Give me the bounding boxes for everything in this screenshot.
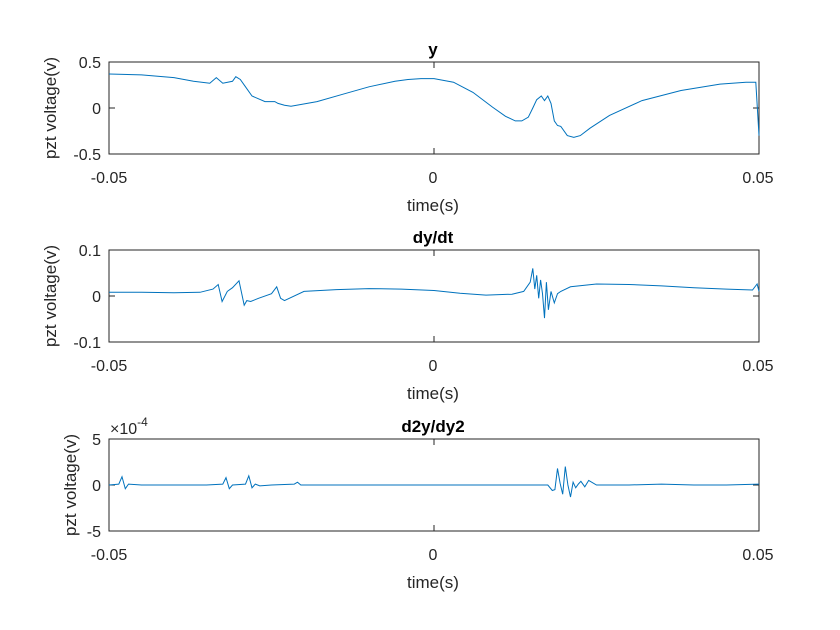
y-ticks	[109, 249, 759, 343]
x-tick-label: -0.05	[91, 358, 128, 375]
y-axis-label: pzt voltage(v)	[41, 245, 60, 347]
y-tick-label: -0.5	[73, 147, 101, 164]
x-tick-label: 0	[429, 170, 438, 187]
series-line	[109, 268, 760, 319]
x-ticks	[108, 250, 760, 342]
y-tick-label: 0.5	[79, 55, 101, 72]
subplot-d2y-dy2: d2y/dy2 ×10-4 -0.05 0 0.05 5 0 -5 time(s…	[61, 415, 774, 592]
x-tick-label: 0.05	[742, 547, 773, 564]
y-tick-label: 0.1	[79, 243, 101, 260]
x-axis-label: time(s)	[407, 573, 459, 592]
x-tick-label: 0.05	[742, 358, 773, 375]
x-axis-label: time(s)	[407, 384, 459, 403]
y-tick-label: -5	[87, 524, 101, 541]
y-tick-label: 5	[92, 432, 101, 449]
exponent-power: -4	[137, 415, 148, 429]
x-ticks	[108, 62, 760, 154]
x-axis-label: time(s)	[407, 196, 459, 215]
subplot-dy-dt: dy/dt -0.05 0 0.05 0.1 0 -0.1 time(s) pz…	[41, 228, 774, 403]
x-ticks	[108, 439, 760, 531]
x-tick-label: 0	[429, 547, 438, 564]
y-tick-label: 0	[92, 101, 101, 118]
subplot-title: dy/dt	[413, 228, 454, 247]
series-line	[108, 73, 760, 138]
subplot-y: y -0.05 0 0.05 0.5 0 -0.5 time(s) pzt vo…	[41, 40, 774, 215]
y-tick-label: 0	[92, 289, 101, 306]
y-tick-label: 0	[92, 478, 101, 495]
subplot-title: y	[428, 40, 438, 59]
exponent-base: ×10	[110, 421, 137, 438]
x-tick-label: -0.05	[91, 547, 128, 564]
subplot-title: d2y/dy2	[401, 417, 464, 436]
x-tick-label: 0.05	[742, 170, 773, 187]
y-ticks	[109, 61, 759, 155]
y-tick-label: -0.1	[73, 335, 101, 352]
x-tick-label: 0	[429, 358, 438, 375]
series-line	[108, 466, 760, 498]
y-axis-exponent: ×10-4	[110, 415, 148, 438]
x-tick-label: -0.05	[91, 170, 128, 187]
y-axis-label: pzt voltage(v)	[61, 434, 80, 536]
y-axis-label: pzt voltage(v)	[41, 57, 60, 159]
